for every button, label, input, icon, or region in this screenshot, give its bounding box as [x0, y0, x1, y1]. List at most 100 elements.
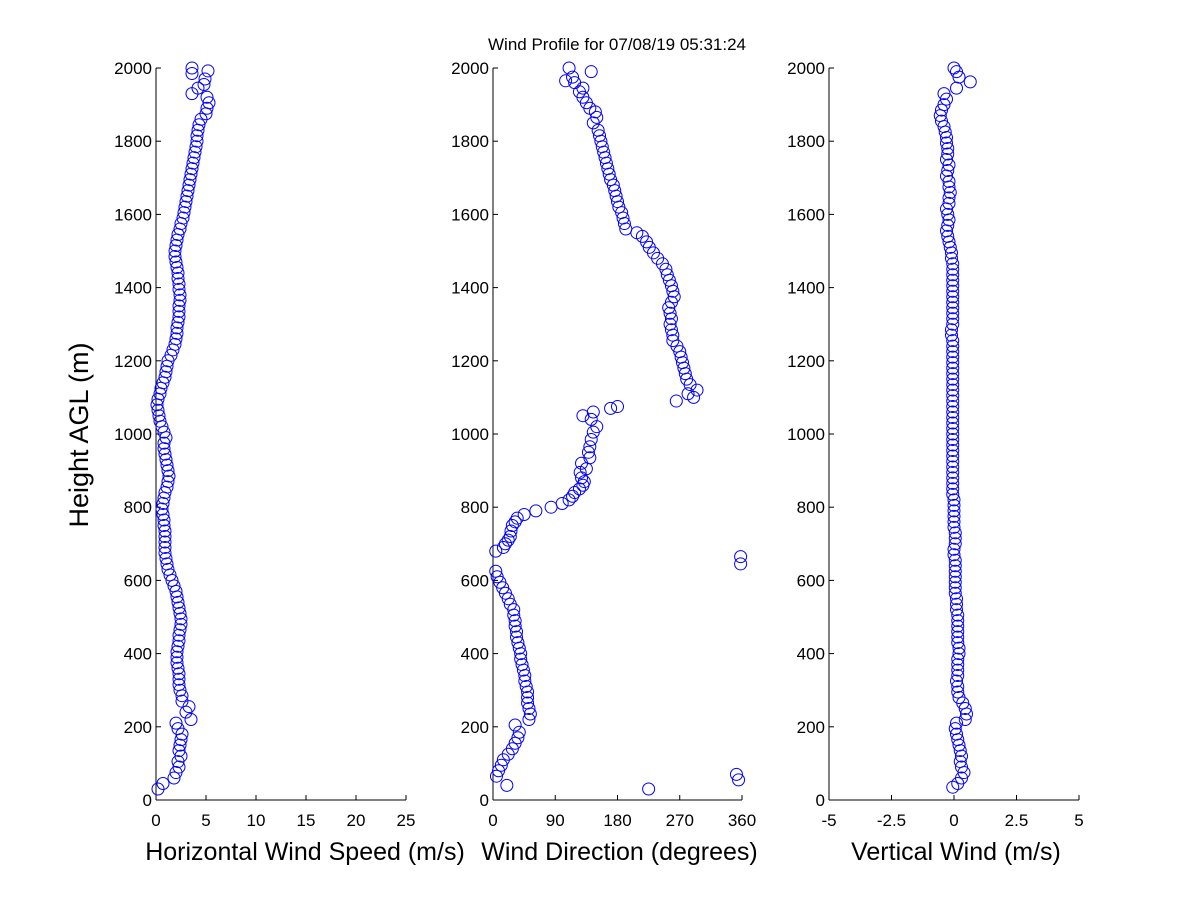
vertical-wind-panel: 0 200 400 600 800 1000 1200 1400 1600 1800 2000 -5 -… — [787, 59, 1084, 866]
data-point — [942, 158, 956, 172]
data-point — [162, 469, 176, 483]
data-point — [153, 414, 167, 428]
data-point — [591, 123, 605, 137]
data-point — [951, 614, 965, 628]
data-point — [611, 400, 624, 414]
data-point — [172, 304, 186, 318]
data-point — [669, 394, 683, 408]
y-tick-label: 1200 — [787, 352, 825, 371]
y-tick-label: 200 — [461, 718, 489, 737]
data-point — [947, 509, 961, 523]
data-point — [168, 337, 182, 351]
y-tick-label: 2000 — [787, 59, 825, 78]
data-point — [666, 334, 680, 348]
y-tick-label: 1200 — [451, 352, 489, 371]
data-point — [948, 581, 962, 595]
data-point — [519, 680, 533, 694]
data-point — [184, 167, 198, 181]
data-point — [172, 310, 186, 324]
data-point — [160, 480, 174, 494]
data-point — [946, 317, 960, 331]
data-point — [172, 628, 186, 642]
data-point — [511, 636, 525, 650]
data-point — [946, 268, 960, 282]
data-point — [521, 691, 535, 705]
data-point — [946, 460, 960, 474]
data-point — [946, 400, 960, 414]
data-point — [948, 570, 962, 584]
data-point — [496, 540, 510, 554]
y-tick-label: 1000 — [114, 425, 152, 444]
data-point — [176, 211, 190, 225]
data-point — [158, 524, 172, 538]
data-point — [172, 667, 186, 681]
x-tick-label: 25 — [397, 811, 416, 830]
data-point — [168, 249, 182, 263]
data-point — [172, 634, 186, 648]
data-point — [947, 493, 961, 507]
data-point — [946, 273, 960, 287]
data-point — [951, 630, 965, 644]
data-point — [156, 497, 170, 511]
data-point — [559, 74, 573, 88]
data-point — [951, 685, 965, 699]
data-point — [593, 129, 607, 143]
data-point — [950, 674, 963, 688]
data-point — [173, 606, 187, 620]
data-point — [566, 70, 580, 84]
data-point — [943, 185, 957, 199]
data-point — [161, 464, 175, 478]
x-tick-label: 270 — [666, 811, 694, 830]
horizontal-wind-speed-panel: 0 200 400 600 800 1000 1200 1400 1600 1800 2000 0 5 1… — [114, 59, 465, 866]
data-point — [158, 546, 172, 560]
data-point — [510, 511, 524, 525]
data-point — [171, 639, 185, 653]
data-point — [948, 537, 962, 551]
data-point — [590, 110, 604, 124]
data-point — [185, 162, 199, 176]
data-point — [190, 129, 204, 143]
data-point — [948, 564, 962, 578]
data-point — [175, 694, 189, 708]
data-point — [510, 630, 524, 644]
data-point — [946, 367, 960, 381]
y-tick-label: 1200 — [114, 352, 152, 371]
data-point — [951, 625, 965, 639]
x-tick-label: 0 — [488, 811, 497, 830]
data-point — [171, 722, 185, 736]
data-point — [951, 663, 965, 677]
data-point — [187, 151, 201, 165]
data-point — [172, 299, 186, 313]
data-point — [941, 229, 955, 243]
data-point — [946, 262, 960, 276]
data-point — [951, 658, 965, 672]
data-point — [947, 498, 961, 512]
data-point — [950, 597, 963, 611]
data-point — [170, 645, 184, 659]
x-tick-label: 5 — [1074, 811, 1083, 830]
data-point — [584, 432, 598, 446]
data-point — [584, 412, 598, 426]
data-point — [161, 475, 175, 489]
data-point — [946, 476, 960, 490]
data-point — [681, 387, 695, 401]
data-point — [947, 504, 961, 518]
data-point — [660, 268, 674, 282]
data-point — [948, 575, 962, 589]
data-point — [504, 524, 518, 538]
data-point — [729, 767, 743, 781]
y-tick-label: 1400 — [787, 279, 825, 298]
data-point — [946, 279, 960, 293]
x-axis-label: Horizontal Wind Speed (m/s) — [145, 838, 465, 866]
data-point — [170, 260, 184, 274]
data-point — [942, 174, 956, 188]
wind-direction-panel: 0 200 400 600 800 1000 1200 1400 1600 1800 2000 0 90… — [451, 59, 758, 866]
data-point — [173, 293, 187, 307]
data-point — [935, 103, 948, 117]
data-point — [941, 218, 955, 232]
x-tick-label: 5 — [201, 811, 210, 830]
data-point — [190, 134, 204, 148]
data-point — [179, 195, 193, 209]
data-point — [168, 244, 182, 258]
data-point — [160, 458, 174, 472]
